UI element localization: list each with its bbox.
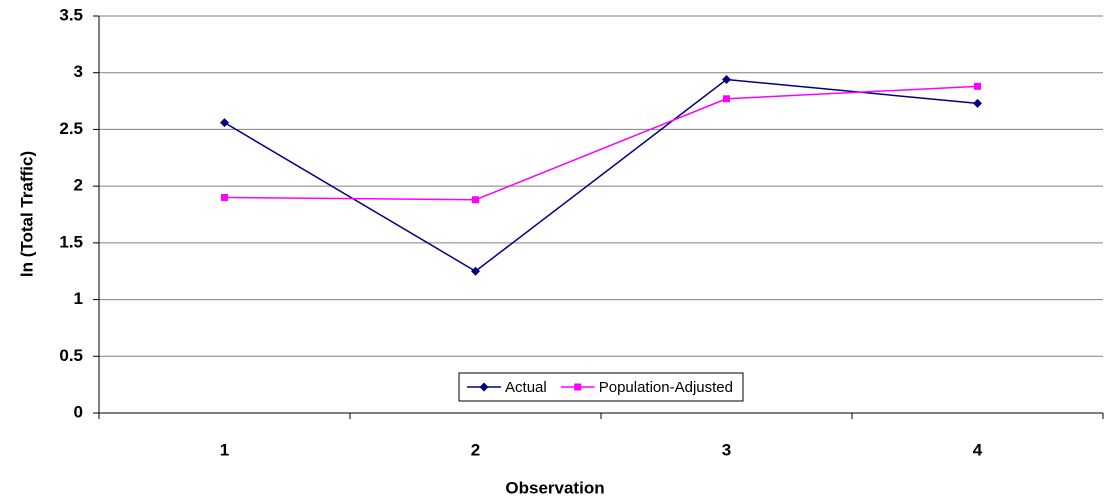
legend-box [458,372,744,402]
y-tick-label: 3 [74,62,83,81]
y-axis-label: ln (Total Traffic) [17,151,36,277]
x-tick-label: 1 [220,440,229,459]
legend: Actual Population-Adjusted [458,372,744,402]
marker [723,95,730,103]
marker [974,82,981,90]
y-tick-label: 1.5 [59,232,83,251]
series-line [224,78,978,273]
marker [471,266,480,276]
marker [722,75,731,85]
legend-label: Population-Adjusted [599,379,733,396]
y-tick-label: 0.5 [59,346,83,365]
y-tick-label: 0 [74,402,83,421]
x-axis-label: Observation [505,478,604,497]
legend-label: Actual [505,379,547,396]
marker [973,98,982,108]
legend-swatch-marker [479,382,489,392]
y-tick-label: 2.5 [59,119,83,138]
y-tick-label: 2 [74,176,83,195]
marker [221,193,228,201]
y-tick-label: 1 [74,289,83,308]
legend-item: Actual [467,379,547,396]
series-line [224,85,978,201]
legend-item: Population-Adjusted [560,379,733,396]
marker [220,118,229,128]
x-tick-label: 2 [471,440,480,459]
legend-swatch-marker [574,383,582,391]
x-tick-label: 4 [973,440,983,459]
marker [472,196,479,204]
y-tick-label: 3.5 [59,5,83,24]
x-tick-label: 3 [722,440,731,459]
